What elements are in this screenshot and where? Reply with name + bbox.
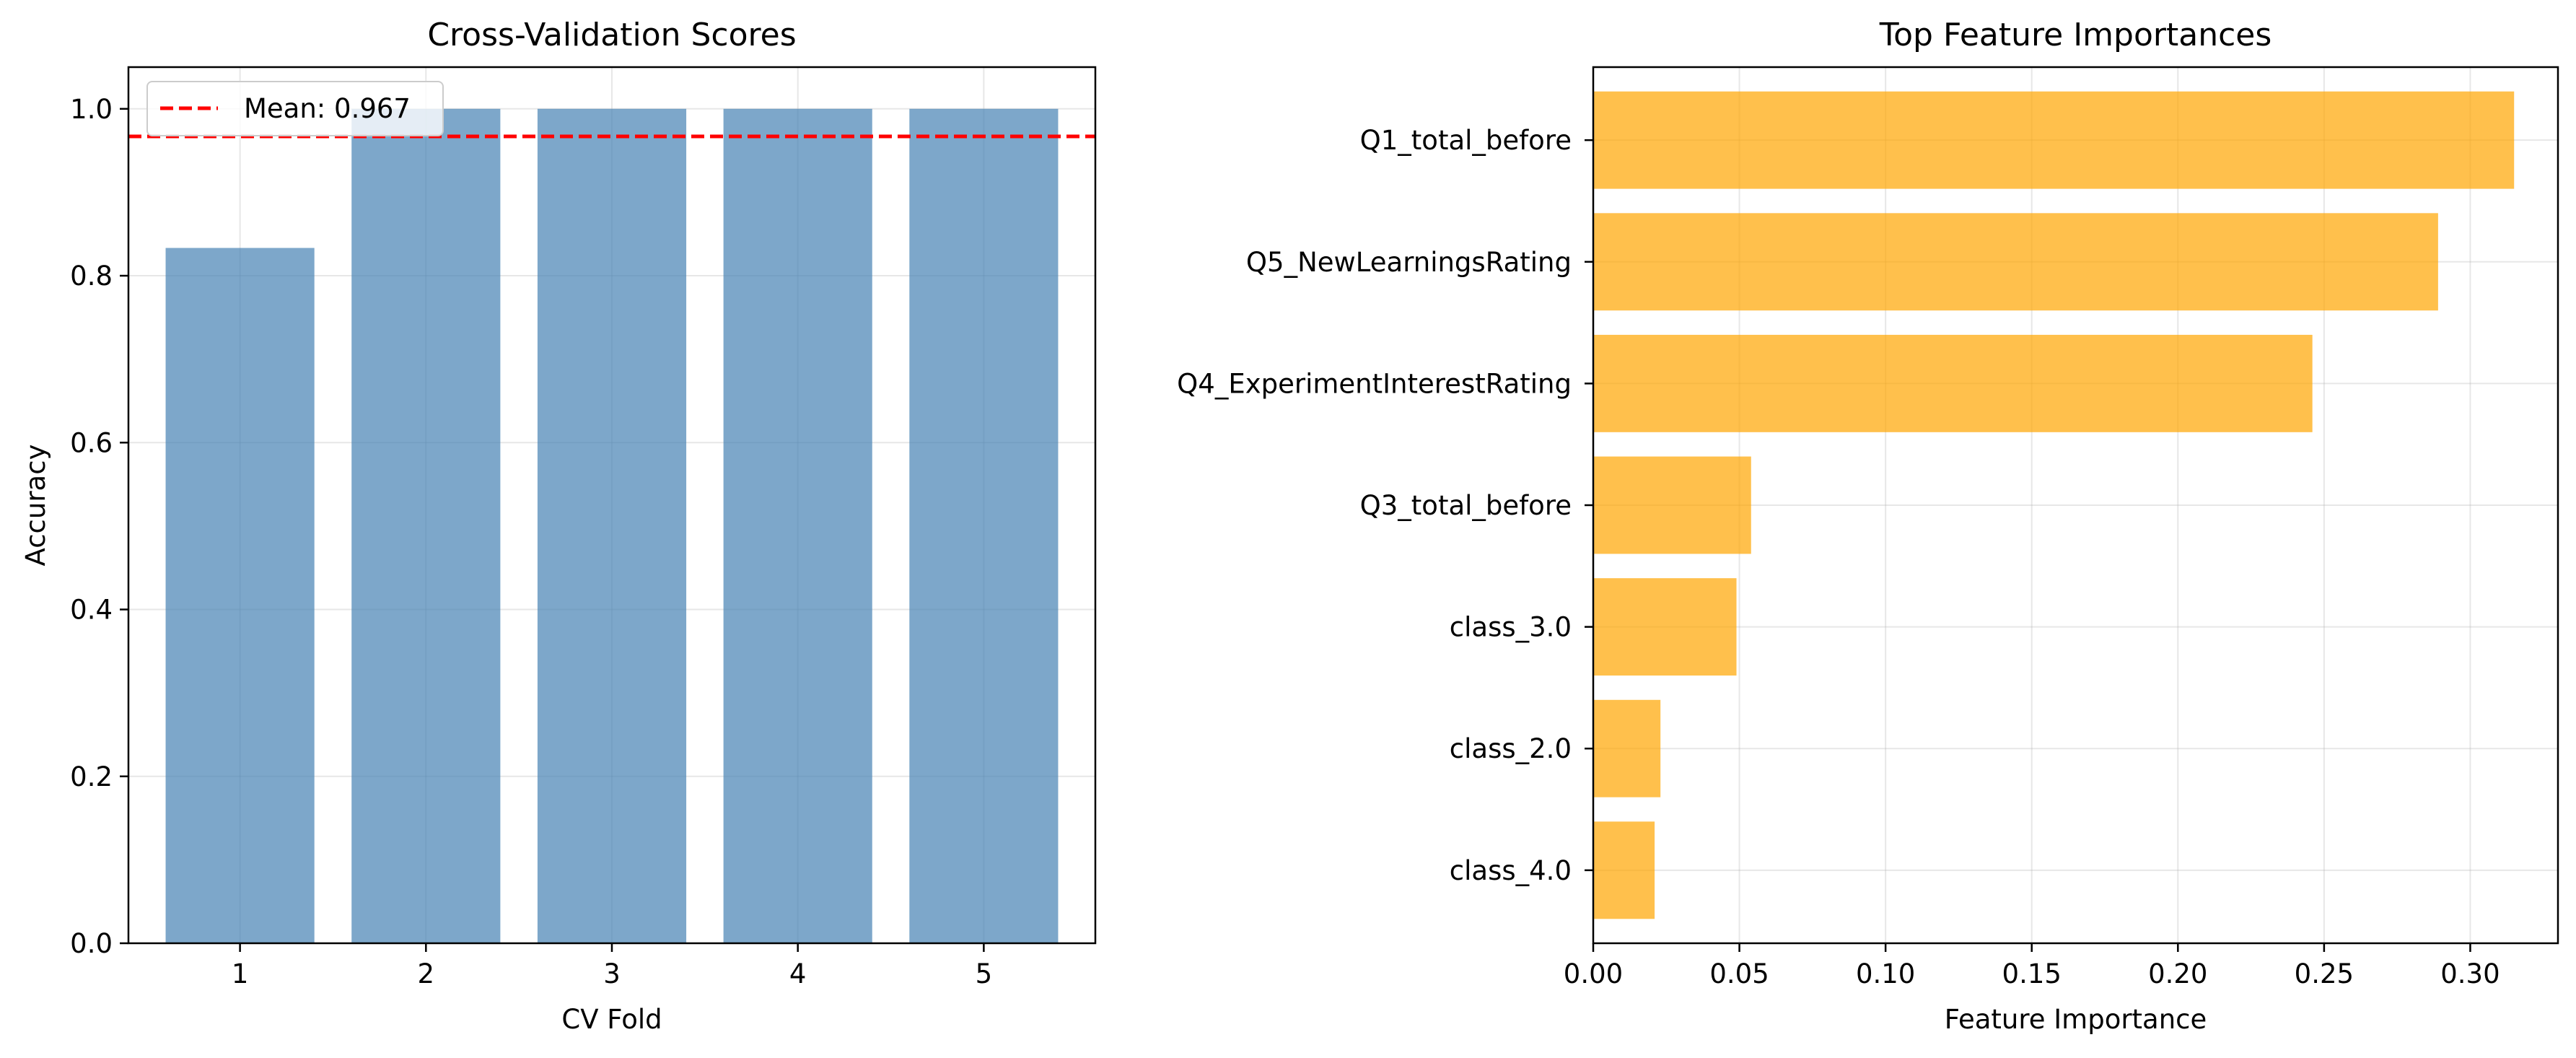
cv-bar — [537, 108, 687, 943]
feature-bar — [1593, 334, 2313, 432]
cv-chart-title: Cross-Validation Scores — [427, 17, 796, 53]
x-tick-label: 0.05 — [1709, 958, 1769, 989]
cv-bar — [351, 108, 501, 943]
fi-chart-bars — [1593, 91, 2515, 919]
cv-chart-x-ticks: 1 2 3 4 5 — [232, 943, 992, 989]
cv-bar — [165, 248, 315, 943]
cv-chart-x-label: CV Fold — [561, 1004, 662, 1035]
y-tick-label: class_4.0 — [1450, 855, 1572, 886]
x-tick-label: 0.30 — [2440, 958, 2500, 989]
y-tick-label: 1.0 — [70, 94, 113, 125]
x-tick-label: 0.20 — [2148, 958, 2207, 989]
feature-bar — [1593, 821, 1655, 919]
cv-chart-bars — [165, 108, 1059, 943]
y-tick-label: Q4_ExperimentInterestRating — [1177, 368, 1572, 399]
feature-bar — [1593, 578, 1737, 676]
x-tick-label: 2 — [418, 958, 435, 989]
x-tick-label: 0.00 — [1564, 958, 1623, 989]
feature-bar — [1593, 213, 2438, 311]
cv-chart-y-label: Accuracy — [20, 445, 51, 567]
cv-bar — [723, 108, 872, 943]
cv-chart-legend: Mean: 0.967 — [146, 81, 444, 136]
cv-bar — [909, 108, 1059, 943]
y-tick-label: Q1_total_before — [1360, 125, 1572, 156]
y-tick-label: 0.2 — [70, 761, 113, 792]
x-tick-label: 0.25 — [2295, 958, 2354, 989]
y-tick-label: class_2.0 — [1450, 733, 1572, 764]
y-tick-label: class_3.0 — [1450, 612, 1572, 643]
feature-bar — [1593, 91, 2515, 189]
feature-bar — [1593, 456, 1751, 554]
x-tick-label: 4 — [789, 958, 807, 989]
feature-importance-chart: Top Feature Importances 0.00 0.05 0.10 0.15… — [1177, 17, 2559, 1035]
legend-entry-mean: Mean: 0.967 — [244, 93, 411, 124]
y-tick-label: 0.8 — [70, 261, 113, 292]
x-tick-label: 1 — [232, 958, 249, 989]
y-tick-label: 0.0 — [70, 928, 113, 959]
cv-chart-y-ticks: 0.0 0.2 0.4 0.6 0.8 1.0 — [70, 94, 128, 959]
x-tick-label: 3 — [603, 958, 621, 989]
x-tick-label: 5 — [976, 958, 993, 989]
y-tick-label: 0.4 — [70, 595, 113, 626]
feature-bar — [1593, 699, 1661, 797]
y-tick-label: Q5_NewLearningsRating — [1246, 247, 1572, 278]
fi-chart-x-ticks: 0.00 0.05 0.10 0.15 0.20 0.25 0.30 — [1564, 943, 2500, 989]
y-tick-label: Q3_total_before — [1360, 490, 1572, 521]
y-tick-label: 0.6 — [70, 427, 113, 458]
fi-chart-title: Top Feature Importances — [1879, 17, 2272, 53]
fi-chart-y-ticks: Q1_total_before Q5_NewLearningsRating Q4_E… — [1177, 125, 1593, 886]
x-tick-label: 0.15 — [2002, 958, 2062, 989]
legend-box — [146, 81, 444, 136]
fi-chart-x-label: Feature Importance — [1945, 1004, 2207, 1035]
x-tick-label: 0.10 — [1856, 958, 1915, 989]
